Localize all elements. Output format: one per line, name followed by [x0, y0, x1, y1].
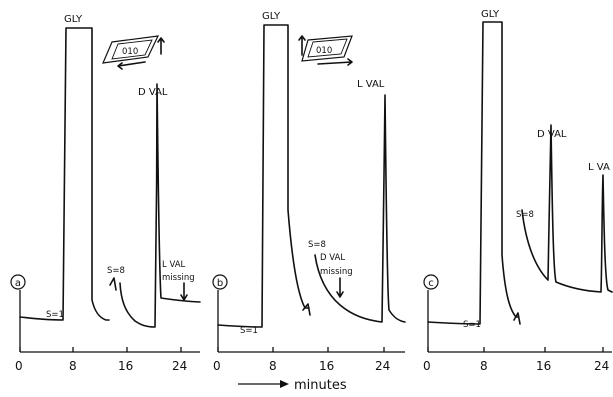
- panel-c-peak-dval: D VAL: [537, 129, 567, 140]
- panel-a-annot-missing: missing: [162, 273, 195, 283]
- panel-b-inset-label: 010: [316, 46, 332, 56]
- panel-a-badge-label: a: [15, 278, 21, 289]
- x-axis-title-arrowhead: [280, 380, 289, 388]
- panel-a-tick-label-16: 16: [118, 359, 133, 373]
- x-axis-title: minutes: [238, 378, 347, 393]
- panel-b-tick-label-0: 0: [213, 359, 221, 373]
- panel-b-badge-label: b: [217, 278, 223, 289]
- panel-c-badge-label: c: [428, 278, 434, 289]
- panel-a-inset-inner: [111, 39, 153, 60]
- panel-c: 0 8 16 24 c GLY D VAL L VA S=1 S=8: [423, 9, 613, 373]
- panel-b-inset-frame: [301, 35, 353, 62]
- panel-b-inset: 010: [298, 35, 353, 66]
- panel-b: 0 8 16 24 b GLY L VAL S=1 S=8 D VAL miss…: [212, 11, 406, 373]
- panel-b-inset-arrow-a: [317, 58, 353, 66]
- panel-a-s8-mark: [109, 277, 117, 291]
- panel-a-arrow: [180, 282, 188, 301]
- panel-a-tick-label-24: 24: [172, 359, 187, 373]
- panel-a-annot-lval: L VAL: [162, 260, 186, 270]
- panel-b-peak-lval: L VAL: [357, 79, 385, 90]
- panel-c-tick-label-16: 16: [536, 359, 551, 373]
- panel-c-annot-s8: S=8: [516, 210, 534, 220]
- panel-c-tick-label-24: 24: [594, 359, 609, 373]
- panel-a-inset-frame: [102, 35, 160, 64]
- panel-a-annot-s1: S=1: [46, 310, 64, 320]
- panel-a-peak-gly: GLY: [64, 14, 83, 25]
- panel-a-tick-label-8: 8: [69, 359, 77, 373]
- panel-b-annot-missing: missing: [320, 267, 353, 277]
- panel-b-trace: [217, 24, 406, 328]
- panel-c-annot-s1: S=1: [463, 320, 481, 330]
- panel-c-peak-gly: GLY: [481, 9, 500, 20]
- panel-a-inset-label: 010: [122, 47, 138, 57]
- panel-a-inset-arrow-c: [157, 37, 165, 55]
- panel-c-peak-lva: L VA: [588, 162, 610, 173]
- panel-b-tick-label-24: 24: [375, 359, 390, 373]
- panel-b-annot-dval: D VAL: [320, 253, 345, 263]
- panel-b-s8-mark: [302, 303, 311, 316]
- x-axis-title-label: minutes: [294, 378, 347, 393]
- panel-b-inset-arrow-c: [298, 35, 306, 56]
- panel-b-arrow: [336, 277, 344, 298]
- panel-a-peak-dval: D VAL: [138, 87, 168, 98]
- panel-b-annot-s8: S=8: [308, 240, 326, 250]
- panel-a-inset: 010: [102, 35, 165, 70]
- panel-c-trace: [427, 21, 613, 325]
- panel-b-tick-label-8: 8: [269, 359, 277, 373]
- panel-a-annot-s8: S=8: [107, 266, 125, 276]
- panel-b-tick-label-16: 16: [319, 359, 334, 373]
- panel-b-peak-gly: GLY: [262, 11, 281, 22]
- panel-a: 0 8 16 24 a GLY D VAL S=1 S=8 L VAL miss…: [10, 14, 201, 373]
- panel-b-annot-s1: S=1: [240, 326, 258, 336]
- panel-b-inset-inner: [307, 38, 348, 58]
- panel-a-tick-label-0: 0: [15, 359, 23, 373]
- panel-c-s8-mark: [513, 312, 521, 325]
- panel-c-badge: [423, 274, 439, 290]
- panel-a-badge: [10, 274, 26, 290]
- panel-c-tick-label-8: 8: [480, 359, 488, 373]
- panel-a-trace: [19, 27, 201, 328]
- panel-b-badge: [212, 274, 228, 290]
- panel-a-inset-arrow-a: [117, 61, 146, 70]
- panel-c-tick-label-0: 0: [423, 359, 431, 373]
